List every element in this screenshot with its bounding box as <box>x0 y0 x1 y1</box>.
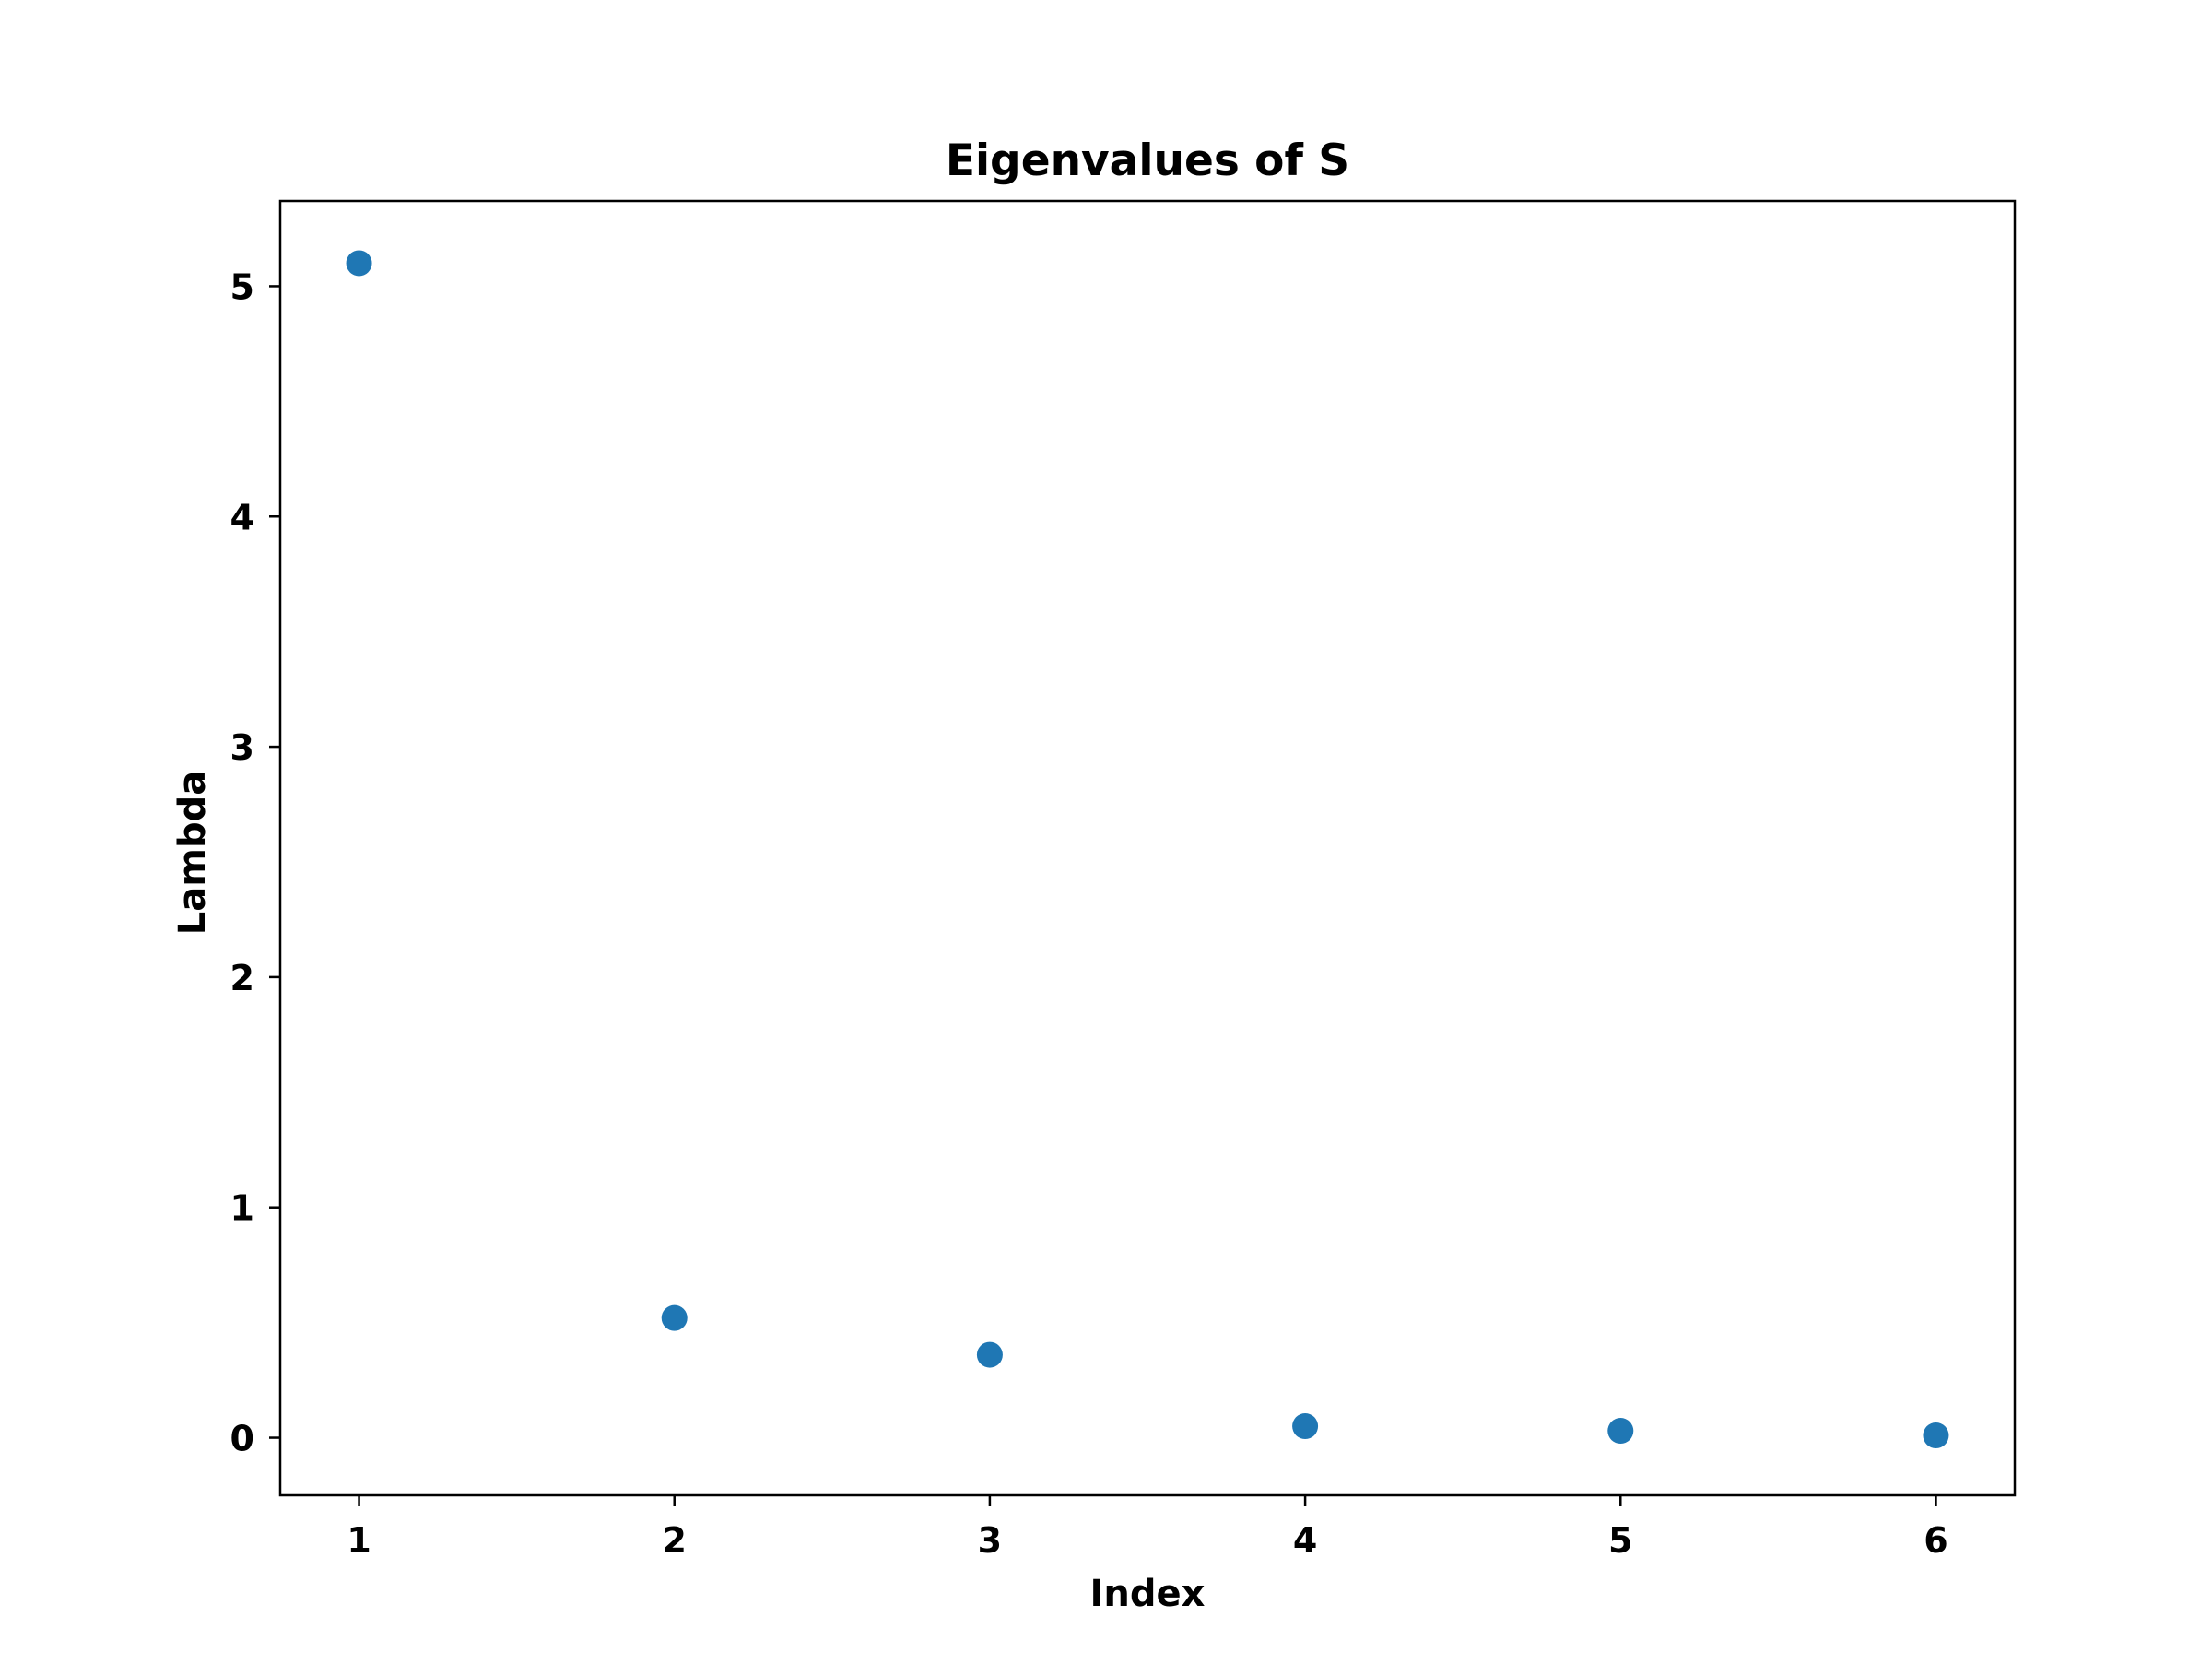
x-tick-label: 3 <box>978 1520 1002 1561</box>
data-point <box>1607 1418 1634 1445</box>
data-point <box>346 250 372 277</box>
chart-title: Eigenvalues of S <box>946 136 1349 186</box>
data-points <box>346 250 1949 1449</box>
x-tick-label: 6 <box>1924 1520 1947 1561</box>
plot-area <box>278 199 2017 1497</box>
x-axis-label: Index <box>1090 1573 1206 1615</box>
x-axis: 1 2 3 4 5 6 <box>347 1495 1948 1561</box>
y-tick-label: 3 <box>230 727 254 768</box>
data-point <box>976 1341 1003 1368</box>
x-tick-label: 4 <box>1293 1520 1317 1561</box>
data-point <box>1923 1422 1949 1449</box>
y-axis: 0 1 2 3 4 5 <box>230 266 280 1459</box>
y-tick-label: 2 <box>230 958 254 998</box>
x-tick-label: 1 <box>347 1520 371 1561</box>
x-tick-label: 2 <box>663 1520 687 1561</box>
plot-frame <box>278 199 2017 1497</box>
data-point <box>661 1304 688 1331</box>
y-tick-label: 1 <box>230 1188 254 1229</box>
data-point <box>1292 1413 1319 1440</box>
y-tick-label: 4 <box>230 497 254 537</box>
y-tick-label: 5 <box>230 266 254 307</box>
x-tick-label: 5 <box>1608 1520 1632 1561</box>
y-tick-label: 0 <box>230 1419 254 1459</box>
y-axis-label: Lambda <box>171 771 214 935</box>
